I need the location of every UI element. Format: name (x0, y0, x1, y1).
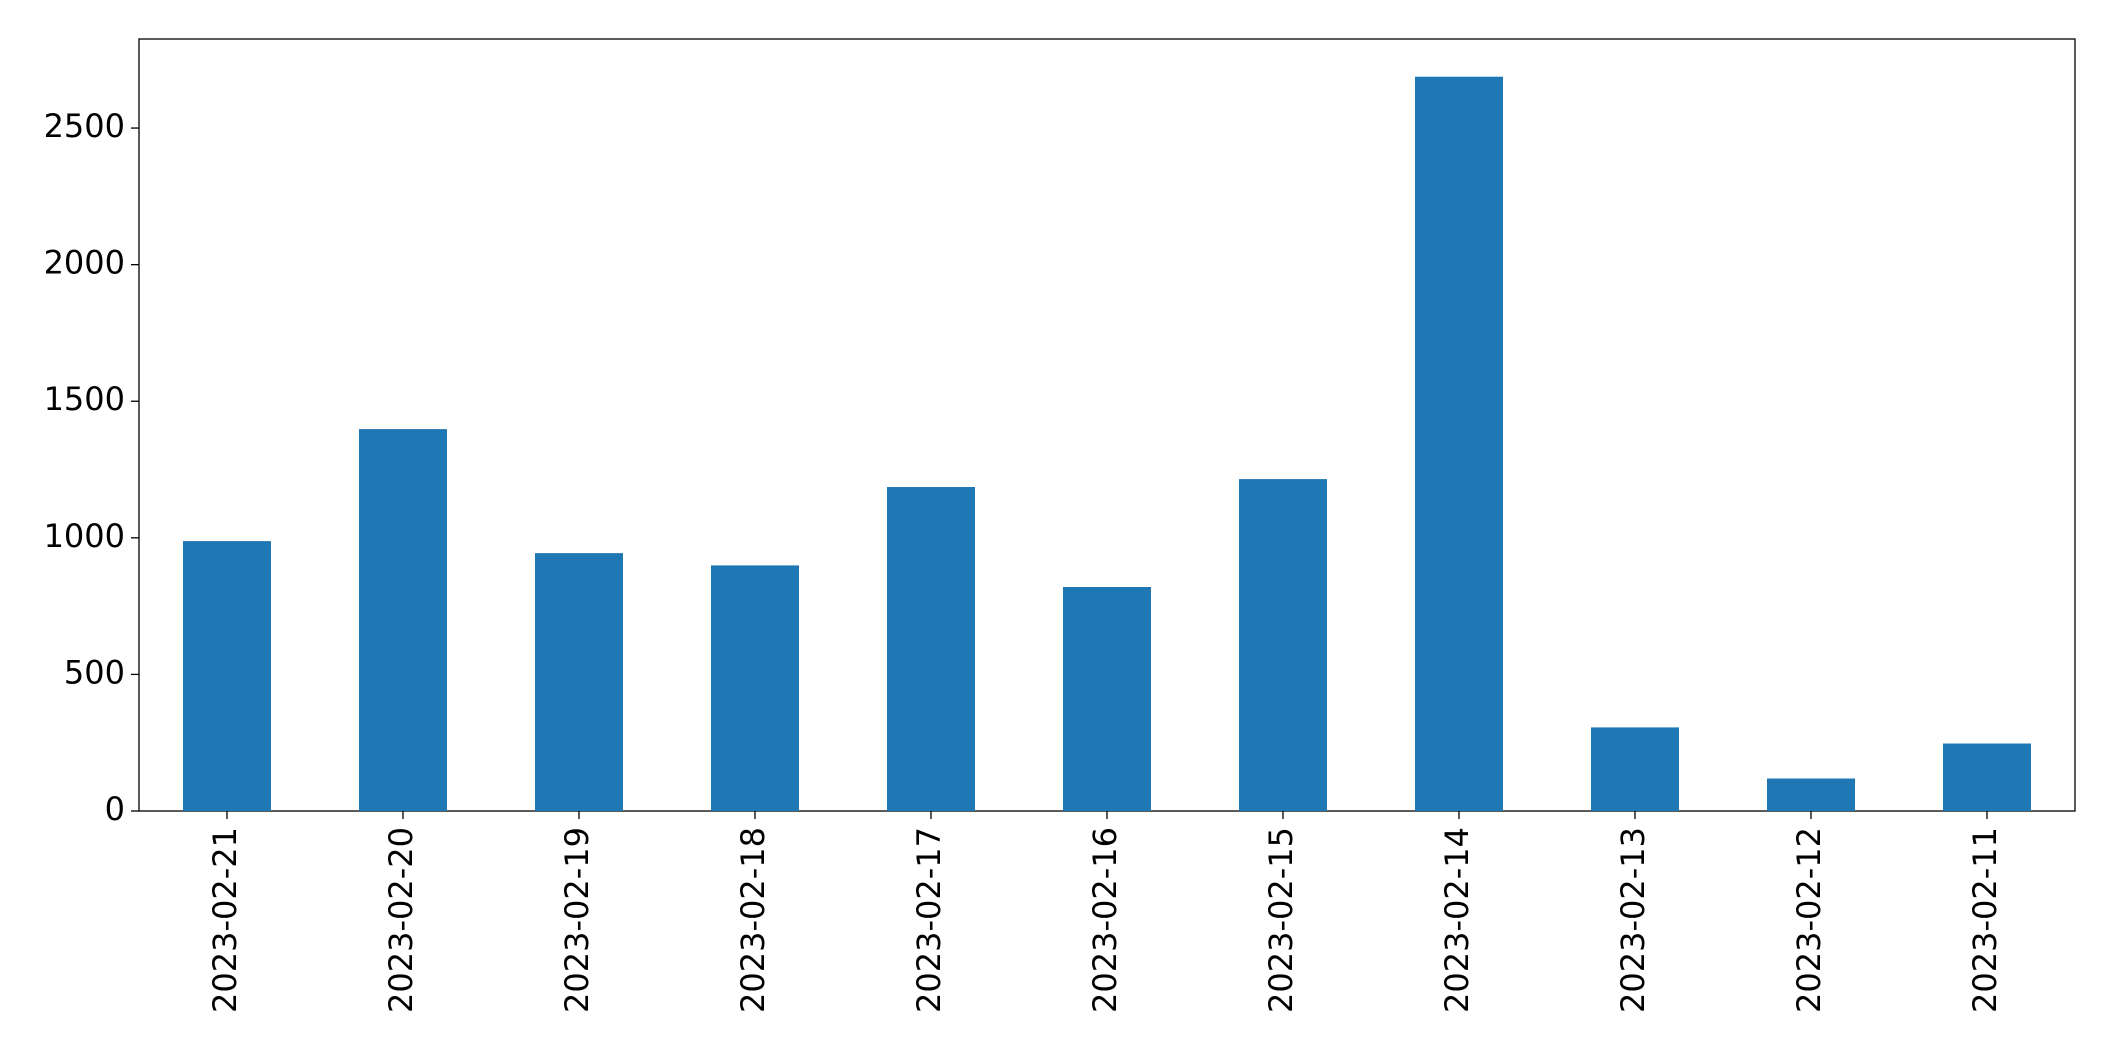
bar (1767, 778, 1855, 811)
x-tick-label: 2023-02-16 (1086, 827, 1124, 1013)
x-tick-label: 2023-02-14 (1438, 827, 1476, 1013)
x-tick-label: 2023-02-19 (558, 827, 596, 1013)
x-tick-label: 2023-02-20 (382, 827, 420, 1013)
bar (711, 565, 799, 811)
x-tick-label: 2023-02-12 (1790, 827, 1828, 1013)
bar (887, 487, 975, 811)
y-tick-label: 500 (64, 653, 125, 691)
x-tick-label: 2023-02-11 (1966, 827, 2004, 1013)
y-tick-label: 2500 (44, 107, 125, 145)
bar (1591, 727, 1679, 811)
y-tick-label: 2000 (44, 244, 125, 282)
bar (359, 429, 447, 811)
bar (1239, 479, 1327, 811)
y-tick-label: 1500 (44, 380, 125, 418)
x-tick-label: 2023-02-21 (206, 827, 244, 1013)
bar (535, 553, 623, 811)
x-tick-label: 2023-02-13 (1614, 827, 1652, 1013)
x-tick-label: 2023-02-18 (734, 827, 772, 1013)
y-tick-label: 0 (105, 790, 125, 828)
bar (1943, 743, 2031, 811)
bar (1063, 586, 1151, 811)
x-tick-label: 2023-02-17 (910, 827, 948, 1013)
bar (1415, 76, 1503, 812)
x-tick-label: 2023-02-15 (1262, 827, 1300, 1013)
y-tick-label: 1000 (44, 517, 125, 555)
bar (183, 541, 271, 811)
